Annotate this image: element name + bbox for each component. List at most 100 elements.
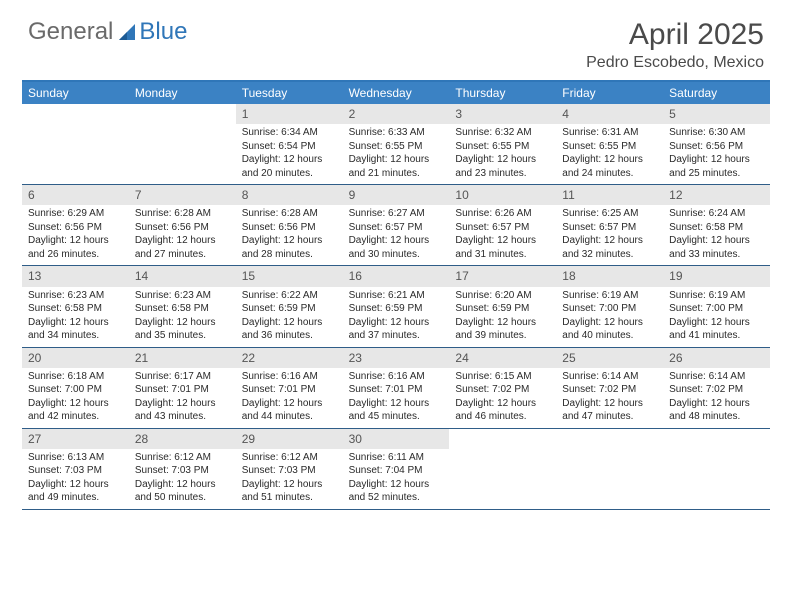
calendar-cell: 10Sunrise: 6:26 AMSunset: 6:57 PMDayligh… (449, 185, 556, 265)
day-info: Sunrise: 6:33 AMSunset: 6:55 PMDaylight:… (343, 124, 450, 184)
day-header: Saturday (663, 82, 770, 104)
sunset-text: Sunset: 6:57 PM (455, 221, 550, 235)
sunrise-text: Sunrise: 6:28 AM (242, 207, 337, 221)
sunset-text: Sunset: 7:02 PM (455, 383, 550, 397)
day-number: 24 (449, 348, 556, 368)
day-number: 16 (343, 266, 450, 286)
calendar-cell (663, 429, 770, 509)
day-info: Sunrise: 6:20 AMSunset: 6:59 PMDaylight:… (449, 287, 556, 347)
calendar-cell: 21Sunrise: 6:17 AMSunset: 7:01 PMDayligh… (129, 348, 236, 428)
daylight-text: Daylight: 12 hours and 45 minutes. (349, 397, 444, 424)
sunrise-text: Sunrise: 6:21 AM (349, 289, 444, 303)
calendar-cell: 24Sunrise: 6:15 AMSunset: 7:02 PMDayligh… (449, 348, 556, 428)
daylight-text: Daylight: 12 hours and 25 minutes. (669, 153, 764, 180)
sunset-text: Sunset: 7:02 PM (562, 383, 657, 397)
calendar-cell: 17Sunrise: 6:20 AMSunset: 6:59 PMDayligh… (449, 266, 556, 346)
daylight-text: Daylight: 12 hours and 31 minutes. (455, 234, 550, 261)
calendar-cell: 6Sunrise: 6:29 AMSunset: 6:56 PMDaylight… (22, 185, 129, 265)
daylight-text: Daylight: 12 hours and 49 minutes. (28, 478, 123, 505)
day-number: 7 (129, 185, 236, 205)
day-number: 22 (236, 348, 343, 368)
day-number: 2 (343, 104, 450, 124)
day-number: 8 (236, 185, 343, 205)
day-number: 4 (556, 104, 663, 124)
day-number: 9 (343, 185, 450, 205)
sunset-text: Sunset: 6:59 PM (455, 302, 550, 316)
day-info: Sunrise: 6:14 AMSunset: 7:02 PMDaylight:… (556, 368, 663, 428)
day-info: Sunrise: 6:15 AMSunset: 7:02 PMDaylight:… (449, 368, 556, 428)
daylight-text: Daylight: 12 hours and 21 minutes. (349, 153, 444, 180)
day-header: Sunday (22, 82, 129, 104)
sunset-text: Sunset: 6:57 PM (349, 221, 444, 235)
sunrise-text: Sunrise: 6:28 AM (135, 207, 230, 221)
day-number: 29 (236, 429, 343, 449)
calendar-week: 27Sunrise: 6:13 AMSunset: 7:03 PMDayligh… (22, 429, 770, 510)
sunset-text: Sunset: 7:03 PM (242, 464, 337, 478)
calendar-cell: 28Sunrise: 6:12 AMSunset: 7:03 PMDayligh… (129, 429, 236, 509)
daylight-text: Daylight: 12 hours and 43 minutes. (135, 397, 230, 424)
daylight-text: Daylight: 12 hours and 28 minutes. (242, 234, 337, 261)
day-number: 12 (663, 185, 770, 205)
sunrise-text: Sunrise: 6:19 AM (562, 289, 657, 303)
sunset-text: Sunset: 7:01 PM (135, 383, 230, 397)
day-info: Sunrise: 6:19 AMSunset: 7:00 PMDaylight:… (556, 287, 663, 347)
brand-logo: General Blue (28, 18, 187, 46)
day-header: Thursday (449, 82, 556, 104)
day-number: 28 (129, 429, 236, 449)
daylight-text: Daylight: 12 hours and 47 minutes. (562, 397, 657, 424)
calendar-cell: 1Sunrise: 6:34 AMSunset: 6:54 PMDaylight… (236, 104, 343, 184)
day-info: Sunrise: 6:29 AMSunset: 6:56 PMDaylight:… (22, 205, 129, 265)
daylight-text: Daylight: 12 hours and 34 minutes. (28, 316, 123, 343)
daylight-text: Daylight: 12 hours and 39 minutes. (455, 316, 550, 343)
day-number: 3 (449, 104, 556, 124)
daylight-text: Daylight: 12 hours and 24 minutes. (562, 153, 657, 180)
sunset-text: Sunset: 7:03 PM (28, 464, 123, 478)
sunset-text: Sunset: 6:58 PM (669, 221, 764, 235)
daylight-text: Daylight: 12 hours and 20 minutes. (242, 153, 337, 180)
day-info: Sunrise: 6:12 AMSunset: 7:03 PMDaylight:… (236, 449, 343, 509)
sunset-text: Sunset: 7:03 PM (135, 464, 230, 478)
day-info: Sunrise: 6:31 AMSunset: 6:55 PMDaylight:… (556, 124, 663, 184)
calendar-week: 20Sunrise: 6:18 AMSunset: 7:00 PMDayligh… (22, 348, 770, 429)
sunrise-text: Sunrise: 6:29 AM (28, 207, 123, 221)
calendar-cell: 7Sunrise: 6:28 AMSunset: 6:56 PMDaylight… (129, 185, 236, 265)
daylight-text: Daylight: 12 hours and 42 minutes. (28, 397, 123, 424)
calendar-cell: 30Sunrise: 6:11 AMSunset: 7:04 PMDayligh… (343, 429, 450, 509)
day-info: Sunrise: 6:24 AMSunset: 6:58 PMDaylight:… (663, 205, 770, 265)
sunrise-text: Sunrise: 6:15 AM (455, 370, 550, 384)
sunrise-text: Sunrise: 6:12 AM (135, 451, 230, 465)
daylight-text: Daylight: 12 hours and 33 minutes. (669, 234, 764, 261)
daylight-text: Daylight: 12 hours and 37 minutes. (349, 316, 444, 343)
day-info: Sunrise: 6:25 AMSunset: 6:57 PMDaylight:… (556, 205, 663, 265)
sunrise-text: Sunrise: 6:26 AM (455, 207, 550, 221)
sunset-text: Sunset: 6:55 PM (562, 140, 657, 154)
sunrise-text: Sunrise: 6:19 AM (669, 289, 764, 303)
calendar-cell: 23Sunrise: 6:16 AMSunset: 7:01 PMDayligh… (343, 348, 450, 428)
day-info: Sunrise: 6:12 AMSunset: 7:03 PMDaylight:… (129, 449, 236, 509)
day-number: 14 (129, 266, 236, 286)
day-info: Sunrise: 6:16 AMSunset: 7:01 PMDaylight:… (343, 368, 450, 428)
day-number: 26 (663, 348, 770, 368)
day-number: 25 (556, 348, 663, 368)
calendar-cell: 9Sunrise: 6:27 AMSunset: 6:57 PMDaylight… (343, 185, 450, 265)
sunrise-text: Sunrise: 6:11 AM (349, 451, 444, 465)
brand-part1: General (28, 18, 113, 46)
calendar-cell: 19Sunrise: 6:19 AMSunset: 7:00 PMDayligh… (663, 266, 770, 346)
calendar-cell: 8 Sunrise: 6:28 AMSunset: 6:56 PMDaylight… (236, 185, 343, 265)
calendar-cell: 4Sunrise: 6:31 AMSunset: 6:55 PMDaylight… (556, 104, 663, 184)
day-number: 21 (129, 348, 236, 368)
day-number: 13 (22, 266, 129, 286)
daylight-text: Daylight: 12 hours and 27 minutes. (135, 234, 230, 261)
month-title: April 2025 (586, 18, 764, 52)
day-header: Friday (556, 82, 663, 104)
day-header: Tuesday (236, 82, 343, 104)
daylight-text: Daylight: 12 hours and 51 minutes. (242, 478, 337, 505)
sunrise-text: Sunrise: 6:23 AM (28, 289, 123, 303)
calendar: SundayMondayTuesdayWednesdayThursdayFrid… (22, 80, 770, 510)
sunset-text: Sunset: 6:56 PM (242, 221, 337, 235)
day-info: Sunrise: 6:23 AMSunset: 6:58 PMDaylight:… (22, 287, 129, 347)
daylight-text: Daylight: 12 hours and 52 minutes. (349, 478, 444, 505)
sunset-text: Sunset: 7:01 PM (349, 383, 444, 397)
calendar-cell: 14Sunrise: 6:23 AMSunset: 6:58 PMDayligh… (129, 266, 236, 346)
day-info: Sunrise: 6:27 AMSunset: 6:57 PMDaylight:… (343, 205, 450, 265)
